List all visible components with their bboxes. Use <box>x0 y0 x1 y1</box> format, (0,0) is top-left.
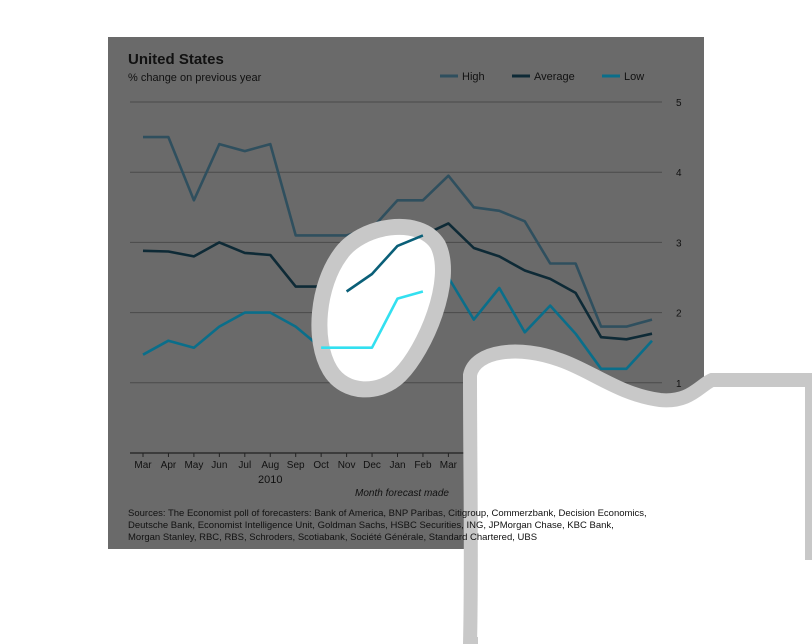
chart-subtitle: % change on previous year <box>128 72 262 84</box>
series-line-high <box>143 135 653 328</box>
x-tick-label: Apr <box>161 460 177 471</box>
x-axis-label: Month forecast made <box>355 488 449 499</box>
highlight-low-line <box>321 290 424 350</box>
legend-label: Average <box>534 71 575 83</box>
source-note: Sources: The Economist poll of forecaste… <box>128 508 647 543</box>
y-tick-label: 4 <box>676 168 682 179</box>
y-tick-label: 5 <box>676 98 682 109</box>
x-tick-label: Jun <box>211 460 227 471</box>
x-tick-label: Nov <box>338 460 356 471</box>
x-tick-label: May <box>184 460 203 471</box>
source-line: Deutsche Bank, Economist Intelligence Un… <box>128 520 614 531</box>
x-tick-label: Jan <box>389 460 405 471</box>
x-tick-label: Feb <box>414 460 432 471</box>
highlight-segment <box>321 234 424 350</box>
highlight-blob-outline <box>311 218 451 398</box>
x-tick-label: Mar <box>134 460 152 471</box>
x-tick-label: Mar <box>440 460 458 471</box>
legend: High Average Low <box>440 71 644 83</box>
y-tick-label: 2 <box>676 309 682 320</box>
x-tick-label: Sep <box>287 460 305 471</box>
legend-label: Low <box>624 71 644 83</box>
legend-label: High <box>462 71 485 83</box>
x-tick-label: Oct <box>313 460 329 471</box>
year-label: 2010 <box>258 474 282 486</box>
highlight-average-line <box>345 234 424 293</box>
source-line: Sources: The Economist poll of forecaste… <box>128 508 647 519</box>
source-line: Morgan Stanley, RBC, RBS, Schroders, Sco… <box>128 532 537 543</box>
y-tick-label: 1 <box>676 379 682 390</box>
white-cutout-fill <box>478 560 812 644</box>
x-tick-label: Dec <box>363 460 381 471</box>
y-tick-label: 3 <box>676 238 682 249</box>
x-tick-label: Jul <box>238 460 251 471</box>
chart-title: United States <box>128 51 224 68</box>
overlay-blobs <box>311 218 812 644</box>
x-tick-label: Aug <box>261 460 279 471</box>
